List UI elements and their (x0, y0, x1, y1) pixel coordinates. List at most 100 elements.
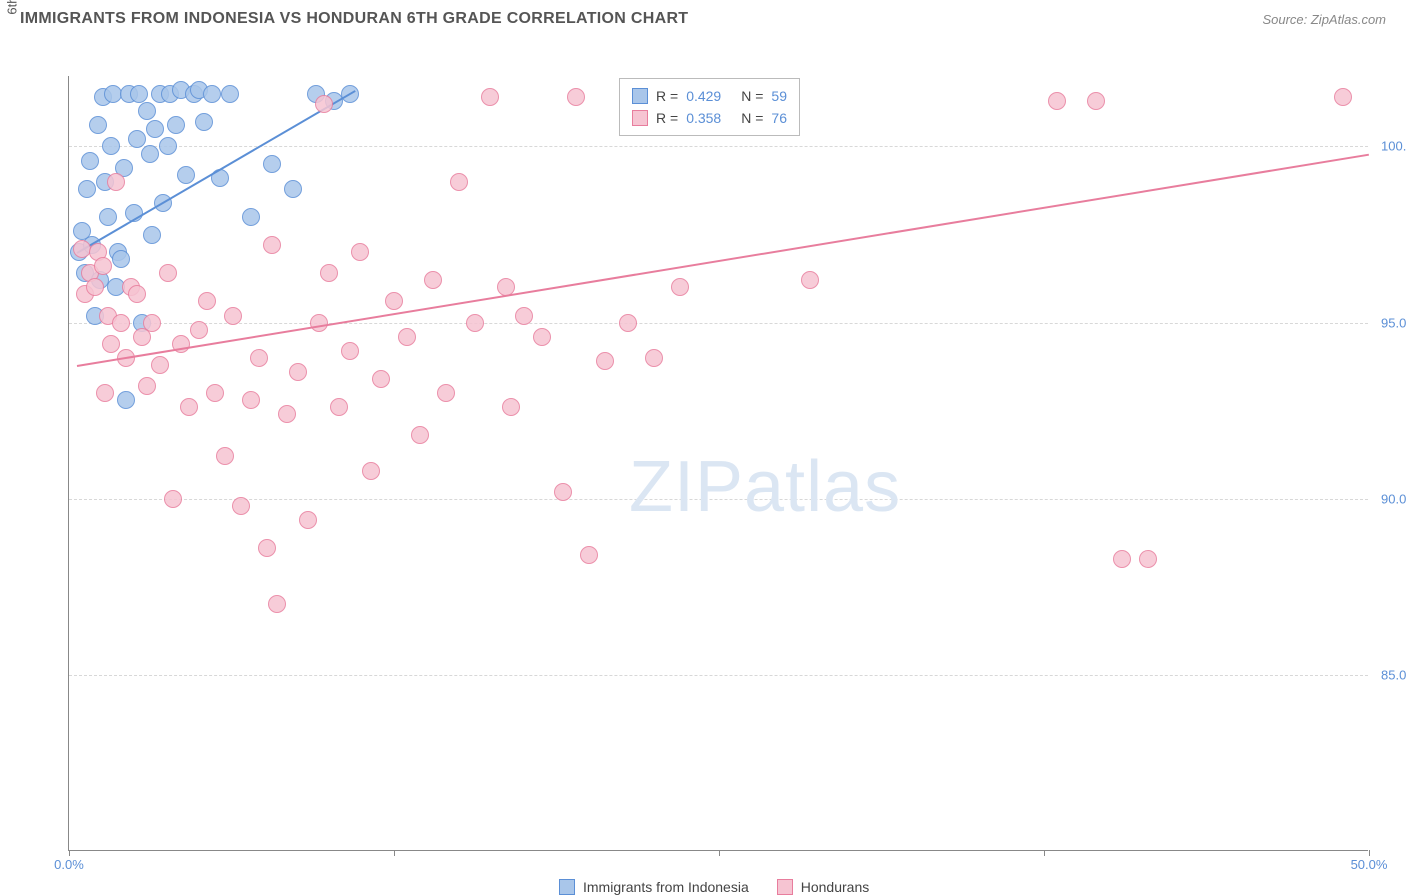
legend-row: R = 0.358N = 76 (632, 107, 787, 129)
data-point (117, 391, 135, 409)
watermark: ZIPatlas (629, 446, 901, 528)
chart-source: Source: ZipAtlas.com (1262, 12, 1386, 27)
data-point (801, 271, 819, 289)
data-point (190, 321, 208, 339)
series-legend-item: Immigrants from Indonesia (559, 879, 749, 895)
data-point (481, 88, 499, 106)
data-point (250, 349, 268, 367)
data-point (99, 208, 117, 226)
data-point (143, 226, 161, 244)
data-point (177, 166, 195, 184)
data-point (159, 264, 177, 282)
data-point (221, 85, 239, 103)
data-point (299, 511, 317, 529)
gridline (69, 499, 1368, 500)
data-point (351, 243, 369, 261)
data-point (515, 307, 533, 325)
data-point (180, 398, 198, 416)
gridline (69, 323, 1368, 324)
legend-swatch (632, 88, 648, 104)
legend-n-label: N = (741, 107, 763, 129)
data-point (362, 462, 380, 480)
data-point (258, 539, 276, 557)
data-point (167, 116, 185, 134)
data-point (102, 137, 120, 155)
legend-r-value: 0.358 (686, 107, 721, 129)
data-point (203, 85, 221, 103)
data-point (372, 370, 390, 388)
legend-r-label: R = (656, 107, 678, 129)
data-point (596, 352, 614, 370)
data-point (242, 208, 260, 226)
legend-n-value: 59 (771, 85, 787, 107)
data-point (437, 384, 455, 402)
data-point (112, 314, 130, 332)
series-legend-item: Hondurans (777, 879, 870, 895)
data-point (450, 173, 468, 191)
legend-r-label: R = (656, 85, 678, 107)
data-point (1087, 92, 1105, 110)
data-point (78, 180, 96, 198)
data-point (289, 363, 307, 381)
data-point (645, 349, 663, 367)
data-point (554, 483, 572, 501)
data-point (81, 152, 99, 170)
data-point (141, 145, 159, 163)
x-tick-label: 0.0% (54, 857, 84, 872)
legend-swatch (777, 879, 793, 895)
data-point (130, 85, 148, 103)
data-point (263, 155, 281, 173)
data-point (86, 278, 104, 296)
data-point (502, 398, 520, 416)
data-point (159, 137, 177, 155)
data-point (315, 95, 333, 113)
series-name: Hondurans (801, 879, 870, 895)
data-point (232, 497, 250, 515)
data-point (102, 335, 120, 353)
y-tick-label: 90.0% (1381, 491, 1406, 506)
data-point (242, 391, 260, 409)
data-point (619, 314, 637, 332)
data-point (320, 264, 338, 282)
data-point (411, 426, 429, 444)
trend-line (77, 154, 1370, 367)
data-point (268, 595, 286, 613)
data-point (164, 490, 182, 508)
series-name: Immigrants from Indonesia (583, 879, 749, 895)
data-point (1334, 88, 1352, 106)
correlation-legend: R = 0.429N = 59R = 0.358N = 76 (619, 78, 800, 136)
chart-title: IMMIGRANTS FROM INDONESIA VS HONDURAN 6T… (20, 10, 688, 28)
x-tick-label: 50.0% (1351, 857, 1388, 872)
y-tick-label: 85.0% (1381, 667, 1406, 682)
x-tick (1044, 850, 1045, 856)
data-point (284, 180, 302, 198)
legend-n-label: N = (741, 85, 763, 107)
legend-swatch (632, 110, 648, 126)
data-point (1113, 550, 1131, 568)
data-point (216, 447, 234, 465)
data-point (112, 250, 130, 268)
y-tick-label: 95.0% (1381, 315, 1406, 330)
legend-row: R = 0.429N = 59 (632, 85, 787, 107)
data-point (533, 328, 551, 346)
data-point (580, 546, 598, 564)
data-point (96, 384, 114, 402)
data-point (263, 236, 281, 254)
x-tick (394, 850, 395, 856)
data-point (341, 342, 359, 360)
scatter-plot: 85.0%90.0%95.0%100.0%0.0%50.0%ZIPatlasR … (68, 76, 1368, 851)
data-point (424, 271, 442, 289)
data-point (128, 285, 146, 303)
data-point (1048, 92, 1066, 110)
data-point (398, 328, 416, 346)
series-legend: Immigrants from Indonesia Hondurans (559, 879, 869, 895)
y-axis-label: 6th Grade (5, 0, 20, 15)
data-point (330, 398, 348, 416)
data-point (385, 292, 403, 310)
data-point (107, 173, 125, 191)
data-point (138, 102, 156, 120)
data-point (671, 278, 689, 296)
x-tick (719, 850, 720, 856)
data-point (195, 113, 213, 131)
legend-swatch (559, 879, 575, 895)
